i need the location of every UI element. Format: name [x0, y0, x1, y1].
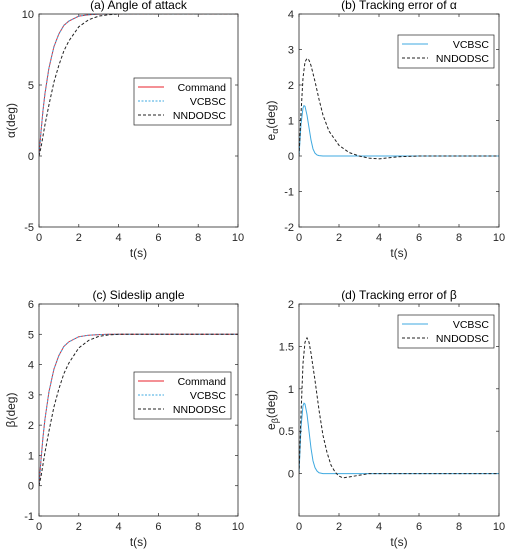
axes-frame [298, 13, 500, 228]
x-tick-label: 8 [195, 521, 201, 533]
x-tick-label: 2 [76, 232, 82, 244]
x-tick-label: 4 [116, 521, 122, 533]
x-tick-label: 0 [296, 232, 302, 244]
y-tick-label: 5 [28, 80, 34, 92]
y-tick-label: 3 [288, 45, 294, 57]
y-tick-label: 4 [288, 9, 294, 21]
series-line-nndodsc [299, 57, 499, 160]
x-tick-label: 8 [456, 232, 462, 244]
panel-title: (b) Tracking error of α [341, 0, 457, 12]
x-tick-label: 10 [232, 232, 244, 244]
y-tick-label: 0 [288, 151, 294, 163]
y-tick-label: 0 [288, 469, 294, 481]
legend-label: VCBSC [190, 96, 227, 108]
y-tick-label: -1 [24, 511, 34, 523]
y-tick-label: 0 [28, 151, 34, 163]
legend-box [397, 314, 495, 349]
y-tick-label: 5 [28, 329, 34, 341]
y-tick-label: 1 [28, 450, 34, 462]
y-tick-label: 1.5 [279, 341, 294, 353]
x-tick-label: 4 [376, 521, 382, 533]
legend: Command VCBSC NNDODSC [133, 77, 232, 126]
x-axis-label: t(s) [390, 535, 407, 549]
y-axis-label: α(deg) [4, 103, 18, 138]
series-line-vcbsc [39, 14, 238, 157]
y-axis-label: eα(deg) [264, 101, 280, 141]
x-axis-label: t(s) [390, 246, 407, 260]
x-tick-label: 4 [376, 232, 382, 244]
x-axis-label: t(s) [130, 535, 147, 549]
legend-box [397, 34, 495, 69]
legend-label: VCBSC [453, 39, 490, 51]
legend-label: NNDODSC [436, 333, 490, 345]
y-tick-label: 6 [28, 299, 34, 311]
series-line-vcbsc [299, 402, 499, 475]
y-tick-label: 3 [28, 390, 34, 402]
x-tick-label: 2 [336, 232, 342, 244]
panel-title: (a) Angle of attack [90, 0, 188, 12]
x-tick-label: 6 [155, 232, 161, 244]
x-tick-label: 0 [36, 232, 42, 244]
axes-frame [298, 303, 500, 517]
y-tick-label: 1 [288, 116, 294, 128]
panel-4: 0 2 4 6 8 10 0 0.5 1 1.5 2 (d) Tracking error of β t… [264, 288, 505, 549]
legend-label: VCBSC [453, 319, 490, 331]
y-tick-label: 4 [28, 360, 34, 372]
y-axis-label: β(deg) [4, 393, 18, 428]
x-tick-label: 10 [493, 232, 505, 244]
y-tick-label: -5 [24, 222, 34, 234]
series-line-vcbsc [39, 333, 238, 486]
y-axis-label: eβ(deg) [264, 390, 280, 430]
x-tick-label: 8 [195, 232, 201, 244]
x-tick-label: 2 [76, 521, 82, 533]
y-tick-label: 0.5 [279, 426, 294, 438]
axes-frame [38, 13, 239, 228]
panel-title: (c) Sideslip angle [92, 288, 184, 302]
y-tick-label: 10 [22, 9, 34, 21]
legend-label: NNDODSC [173, 110, 227, 122]
x-tick-label: 6 [416, 521, 422, 533]
x-tick-label: 6 [155, 521, 161, 533]
y-tick-label: 0 [28, 481, 34, 493]
y-tick-label: -2 [284, 222, 294, 234]
x-tick-label: 0 [296, 521, 302, 533]
legend: VCBSC NNDODSC [397, 34, 495, 69]
legend-label: VCBSC [190, 390, 227, 402]
y-tick-label: 2 [288, 80, 294, 92]
x-tick-label: 10 [232, 521, 244, 533]
axes-frame [38, 303, 239, 517]
x-tick-label: 4 [116, 232, 122, 244]
x-tick-label: 0 [36, 521, 42, 533]
series-line-nndodsc [39, 14, 238, 157]
x-axis-label: t(s) [130, 246, 147, 260]
y-tick-label: -1 [284, 187, 294, 199]
legend-label: Command [178, 82, 227, 94]
y-tick-label: 2 [288, 299, 294, 311]
legend-label: Command [178, 376, 227, 388]
panel-title: (d) Tracking error of β [341, 288, 457, 302]
y-tick-label: 1 [288, 384, 294, 396]
series-line-nndodsc [299, 336, 499, 479]
legend: VCBSC NNDODSC [397, 314, 495, 349]
legend-label: NNDODSC [173, 404, 227, 416]
x-tick-label: 10 [493, 521, 505, 533]
x-tick-label: 6 [416, 232, 422, 244]
series-line-vcbsc [299, 104, 499, 157]
x-tick-label: 8 [456, 521, 462, 533]
series-line-nndodsc [39, 333, 238, 486]
y-tick-label: 2 [28, 420, 34, 432]
panel-2: 0 2 4 6 8 10 -2 -1 0 1 2 3 4 (b) Tracking error of α t… [264, 0, 505, 260]
x-tick-label: 2 [336, 521, 342, 533]
legend: Command VCBSC NNDODSC [133, 371, 232, 420]
legend-label: NNDODSC [436, 53, 490, 65]
